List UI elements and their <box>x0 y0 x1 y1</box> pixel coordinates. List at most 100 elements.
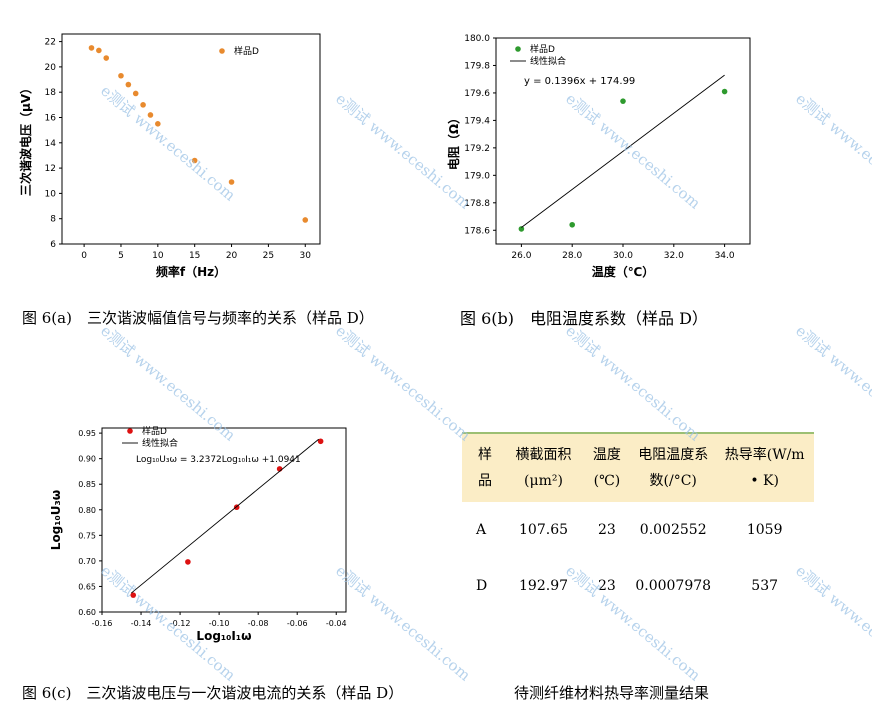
header-temperature: 温度(℃) <box>582 432 632 502</box>
x-tick-label: 0 <box>81 251 87 261</box>
y-tick-label: 16 <box>45 113 57 123</box>
x-tick-label: 32.0 <box>664 251 684 261</box>
cell-thermal-conductivity: 1059 <box>746 522 783 538</box>
y-axis-label: 三次谐波电压（μV） <box>18 82 33 196</box>
x-tick-label: -0.14 <box>131 619 152 628</box>
caption-figure-6a: 图 6(a) 三次谐波幅值信号与频率的关系（样品 D） <box>22 309 374 327</box>
table-row: D 192.97 23 0.0007978 537 <box>462 558 814 614</box>
data-point <box>228 179 235 185</box>
x-tick-label: -0.16 <box>92 619 113 628</box>
y-tick-label: 179.6 <box>464 89 490 99</box>
cell-tcr: 0.002552 <box>639 522 707 538</box>
results-table: 样品 横截面积(μm²) 温度(℃) 电阻温度系数(/°C) 热导率(W/m •… <box>462 432 814 614</box>
cell-temperature: 23 <box>598 522 616 538</box>
chart-c-log-voltage-current: -0.16 -0.14 -0.12 -0.10 -0.08 -0.06 -0.04 0.60 0… <box>49 425 347 643</box>
cell-cross-section: 107.65 <box>519 522 569 538</box>
chart-a-frequency: 0 5 10 15 20 25 30 6 8 10 12 14 16 18 20 22 频率f（Hz） 三次谐波电… <box>18 33 321 279</box>
y-tick-label: 179.8 <box>464 61 490 71</box>
y-tick-label: 14 <box>45 139 57 149</box>
data-point <box>118 72 124 79</box>
legend-label: 线性拟合 <box>530 55 566 67</box>
cell-tcr: 0.0007978 <box>635 578 712 594</box>
plot-frame <box>61 33 321 245</box>
y-tick-label: 0.70 <box>78 557 96 566</box>
fit-line <box>521 74 725 228</box>
plot-frame <box>495 37 751 245</box>
data-point <box>302 217 309 223</box>
y-tick-label: 0.80 <box>78 506 96 515</box>
header-thermal-conductivity: 热导率(W/m • K) <box>715 432 814 502</box>
y-tick-label: 179.0 <box>464 171 490 181</box>
header-cross-section: 横截面积(μm²) <box>504 432 583 502</box>
y-tick-label: 179.2 <box>464 144 490 154</box>
watermark: e测试 www.eceshi.com <box>792 321 872 445</box>
x-tick-label: 28.0 <box>562 251 582 261</box>
fit-line <box>130 438 319 594</box>
y-tick-label: 6 <box>50 240 56 250</box>
data-point <box>132 90 139 97</box>
x-tick-label: 20 <box>226 251 238 261</box>
x-tick-label: -0.04 <box>326 619 347 628</box>
y-axis-label: 电阻（Ω） <box>446 112 461 170</box>
x-tick-label: 30.0 <box>613 251 633 261</box>
cell-sample: D <box>476 578 488 594</box>
data-point <box>147 112 154 118</box>
y-tick-label: 0.60 <box>78 608 96 617</box>
x-axis-label: 频率f（Hz） <box>156 264 226 279</box>
legend-label: 样品D <box>142 425 167 437</box>
cell-temperature: 23 <box>598 578 616 594</box>
legend-marker <box>515 46 521 52</box>
x-tick-label: 5 <box>118 251 124 261</box>
x-tick-label: 30 <box>300 251 312 261</box>
y-tick-label: 20 <box>45 63 57 73</box>
x-tick-label: -0.12 <box>170 619 191 628</box>
y-tick-label: 180.0 <box>464 34 490 44</box>
x-tick-label: 34.0 <box>715 251 735 261</box>
x-axis-label: Log₁₀I₁ω <box>196 629 251 643</box>
data-point <box>130 592 137 598</box>
cell-thermal-conductivity: 537 <box>751 578 779 594</box>
y-tick-label: 0.95 <box>78 429 96 438</box>
data-point <box>191 157 198 164</box>
x-tick-label: 26.0 <box>511 251 531 261</box>
data-point <box>721 88 728 95</box>
x-tick-label: -0.08 <box>248 619 269 628</box>
data-point <box>96 47 102 54</box>
fit-equation: y = 0.1396x + 174.99 <box>524 76 635 87</box>
data-point <box>317 438 324 445</box>
caption-figure-6c: 图 6(c) 三次谐波电压与一次谐波电流的关系（样品 D） <box>22 684 404 702</box>
cell-sample: A <box>476 522 487 538</box>
y-tick-label: 179.4 <box>464 116 490 126</box>
caption-figure-6b: 图 6(b) 电阻温度系数（样品 D） <box>460 309 708 328</box>
data-point <box>140 102 146 108</box>
table-header-row: 样品 横截面积(μm²) 温度(℃) 电阻温度系数(/°C) 热导率(W/m •… <box>462 432 814 502</box>
y-tick-label: 0.90 <box>78 455 96 464</box>
y-tick-label: 0.65 <box>78 582 96 591</box>
x-tick-label: -0.10 <box>209 619 230 628</box>
data-point <box>185 559 191 565</box>
x-tick-label: 25 <box>263 251 274 261</box>
y-tick-label: 12 <box>45 164 56 174</box>
fit-equation: Log₁₀U₃ω = 3.2372Log₁₀I₁ω +1.0941 <box>136 455 301 465</box>
data-point <box>518 226 525 232</box>
x-axis-label: 温度（℃） <box>592 264 655 279</box>
legend-label: 样品D <box>234 45 259 57</box>
y-tick-label: 178.8 <box>464 199 490 209</box>
table-row: A 107.65 23 0.002552 1059 <box>462 502 814 558</box>
data-point <box>569 221 575 228</box>
data-point <box>103 55 110 61</box>
data-point <box>155 121 161 127</box>
data-point <box>88 45 95 51</box>
y-tick-label: 22 <box>45 38 56 48</box>
x-tick-label: -0.06 <box>287 619 308 628</box>
watermark: e测试 www.eceshi.com <box>792 89 872 213</box>
y-tick-label: 8 <box>50 215 56 225</box>
data-point <box>125 81 132 88</box>
cell-cross-section: 192.97 <box>519 578 569 594</box>
legend-marker <box>127 428 133 434</box>
y-axis-label: Log₁₀U₃ω <box>49 490 63 550</box>
x-tick-label: 15 <box>189 251 200 261</box>
legend-label: 线性拟合 <box>142 437 178 449</box>
caption-table: 待测纤维材料热导率测量结果 <box>514 684 710 702</box>
legend-label: 样品D <box>530 43 555 55</box>
